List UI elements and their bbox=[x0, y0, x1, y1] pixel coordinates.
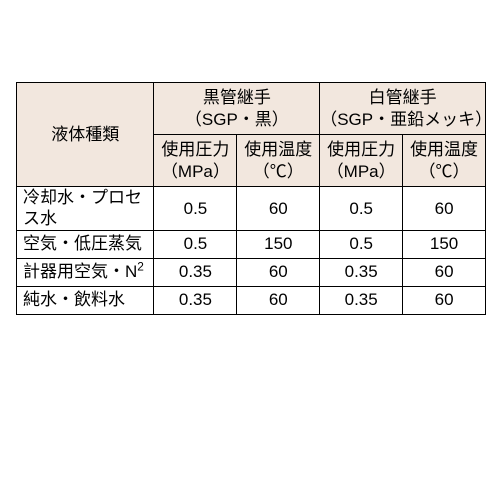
cell-1: 60 bbox=[237, 258, 320, 286]
table-row: 純水・飲料水0.35600.3560 bbox=[17, 286, 486, 314]
sub-header-3-line2: （℃） bbox=[403, 161, 485, 182]
table-row: 計器用空気・N20.35600.3560 bbox=[17, 258, 486, 286]
cell-2: 0.5 bbox=[320, 187, 403, 231]
row-label: 計器用空気・N2 bbox=[17, 258, 154, 286]
row-label: 純水・飲料水 bbox=[17, 286, 154, 314]
group-header-1-line2: （SGP・亜鉛メッキ） bbox=[320, 109, 485, 130]
header-row-1: 液体種類 黒管継手 （SGP・黒） 白管継手 （SGP・亜鉛メッキ） bbox=[17, 83, 486, 135]
cell-2: 0.35 bbox=[320, 258, 403, 286]
sub-header-2-line2: （MPa） bbox=[320, 161, 402, 182]
cell-3: 60 bbox=[403, 187, 486, 231]
cell-0: 0.35 bbox=[154, 258, 237, 286]
cell-1: 150 bbox=[237, 230, 320, 258]
group-header-0-line2: （SGP・黒） bbox=[154, 109, 319, 130]
row-label-header: 液体種類 bbox=[17, 83, 154, 187]
sub-header-0-line1: 使用圧力 bbox=[154, 139, 236, 160]
group-header-1-line1: 白管継手 bbox=[320, 87, 485, 108]
cell-0: 0.5 bbox=[154, 187, 237, 231]
cell-2: 0.35 bbox=[320, 286, 403, 314]
sub-header-0-line2: （MPa） bbox=[154, 161, 236, 182]
sub-header-1-line2: （℃） bbox=[237, 161, 319, 182]
sub-header-2-line1: 使用圧力 bbox=[320, 139, 402, 160]
table-body: 冷却水・プロセス水0.5600.560空気・低圧蒸気0.51500.5150計器… bbox=[17, 187, 486, 315]
cell-2: 0.5 bbox=[320, 230, 403, 258]
cell-1: 60 bbox=[237, 187, 320, 231]
sub-header-2: 使用圧力 （MPa） bbox=[320, 135, 403, 187]
table-row: 空気・低圧蒸気0.51500.5150 bbox=[17, 230, 486, 258]
cell-1: 60 bbox=[237, 286, 320, 314]
table-row: 冷却水・プロセス水0.5600.560 bbox=[17, 187, 486, 231]
table-head: 液体種類 黒管継手 （SGP・黒） 白管継手 （SGP・亜鉛メッキ） 使用圧力 … bbox=[17, 83, 486, 187]
page: 液体種類 黒管継手 （SGP・黒） 白管継手 （SGP・亜鉛メッキ） 使用圧力 … bbox=[0, 0, 500, 500]
spec-table: 液体種類 黒管継手 （SGP・黒） 白管継手 （SGP・亜鉛メッキ） 使用圧力 … bbox=[16, 82, 486, 315]
cell-0: 0.35 bbox=[154, 286, 237, 314]
row-label: 冷却水・プロセス水 bbox=[17, 187, 154, 231]
cell-3: 60 bbox=[403, 286, 486, 314]
row-label: 空気・低圧蒸気 bbox=[17, 230, 154, 258]
cell-3: 150 bbox=[403, 230, 486, 258]
sub-header-3: 使用温度 （℃） bbox=[403, 135, 486, 187]
group-header-1: 白管継手 （SGP・亜鉛メッキ） bbox=[320, 83, 486, 135]
cell-3: 60 bbox=[403, 258, 486, 286]
sub-header-1: 使用温度 （℃） bbox=[237, 135, 320, 187]
sub-header-3-line1: 使用温度 bbox=[403, 139, 485, 160]
sub-header-1-line1: 使用温度 bbox=[237, 139, 319, 160]
group-header-0: 黒管継手 （SGP・黒） bbox=[154, 83, 320, 135]
group-header-0-line1: 黒管継手 bbox=[154, 87, 319, 108]
sub-header-0: 使用圧力 （MPa） bbox=[154, 135, 237, 187]
cell-0: 0.5 bbox=[154, 230, 237, 258]
